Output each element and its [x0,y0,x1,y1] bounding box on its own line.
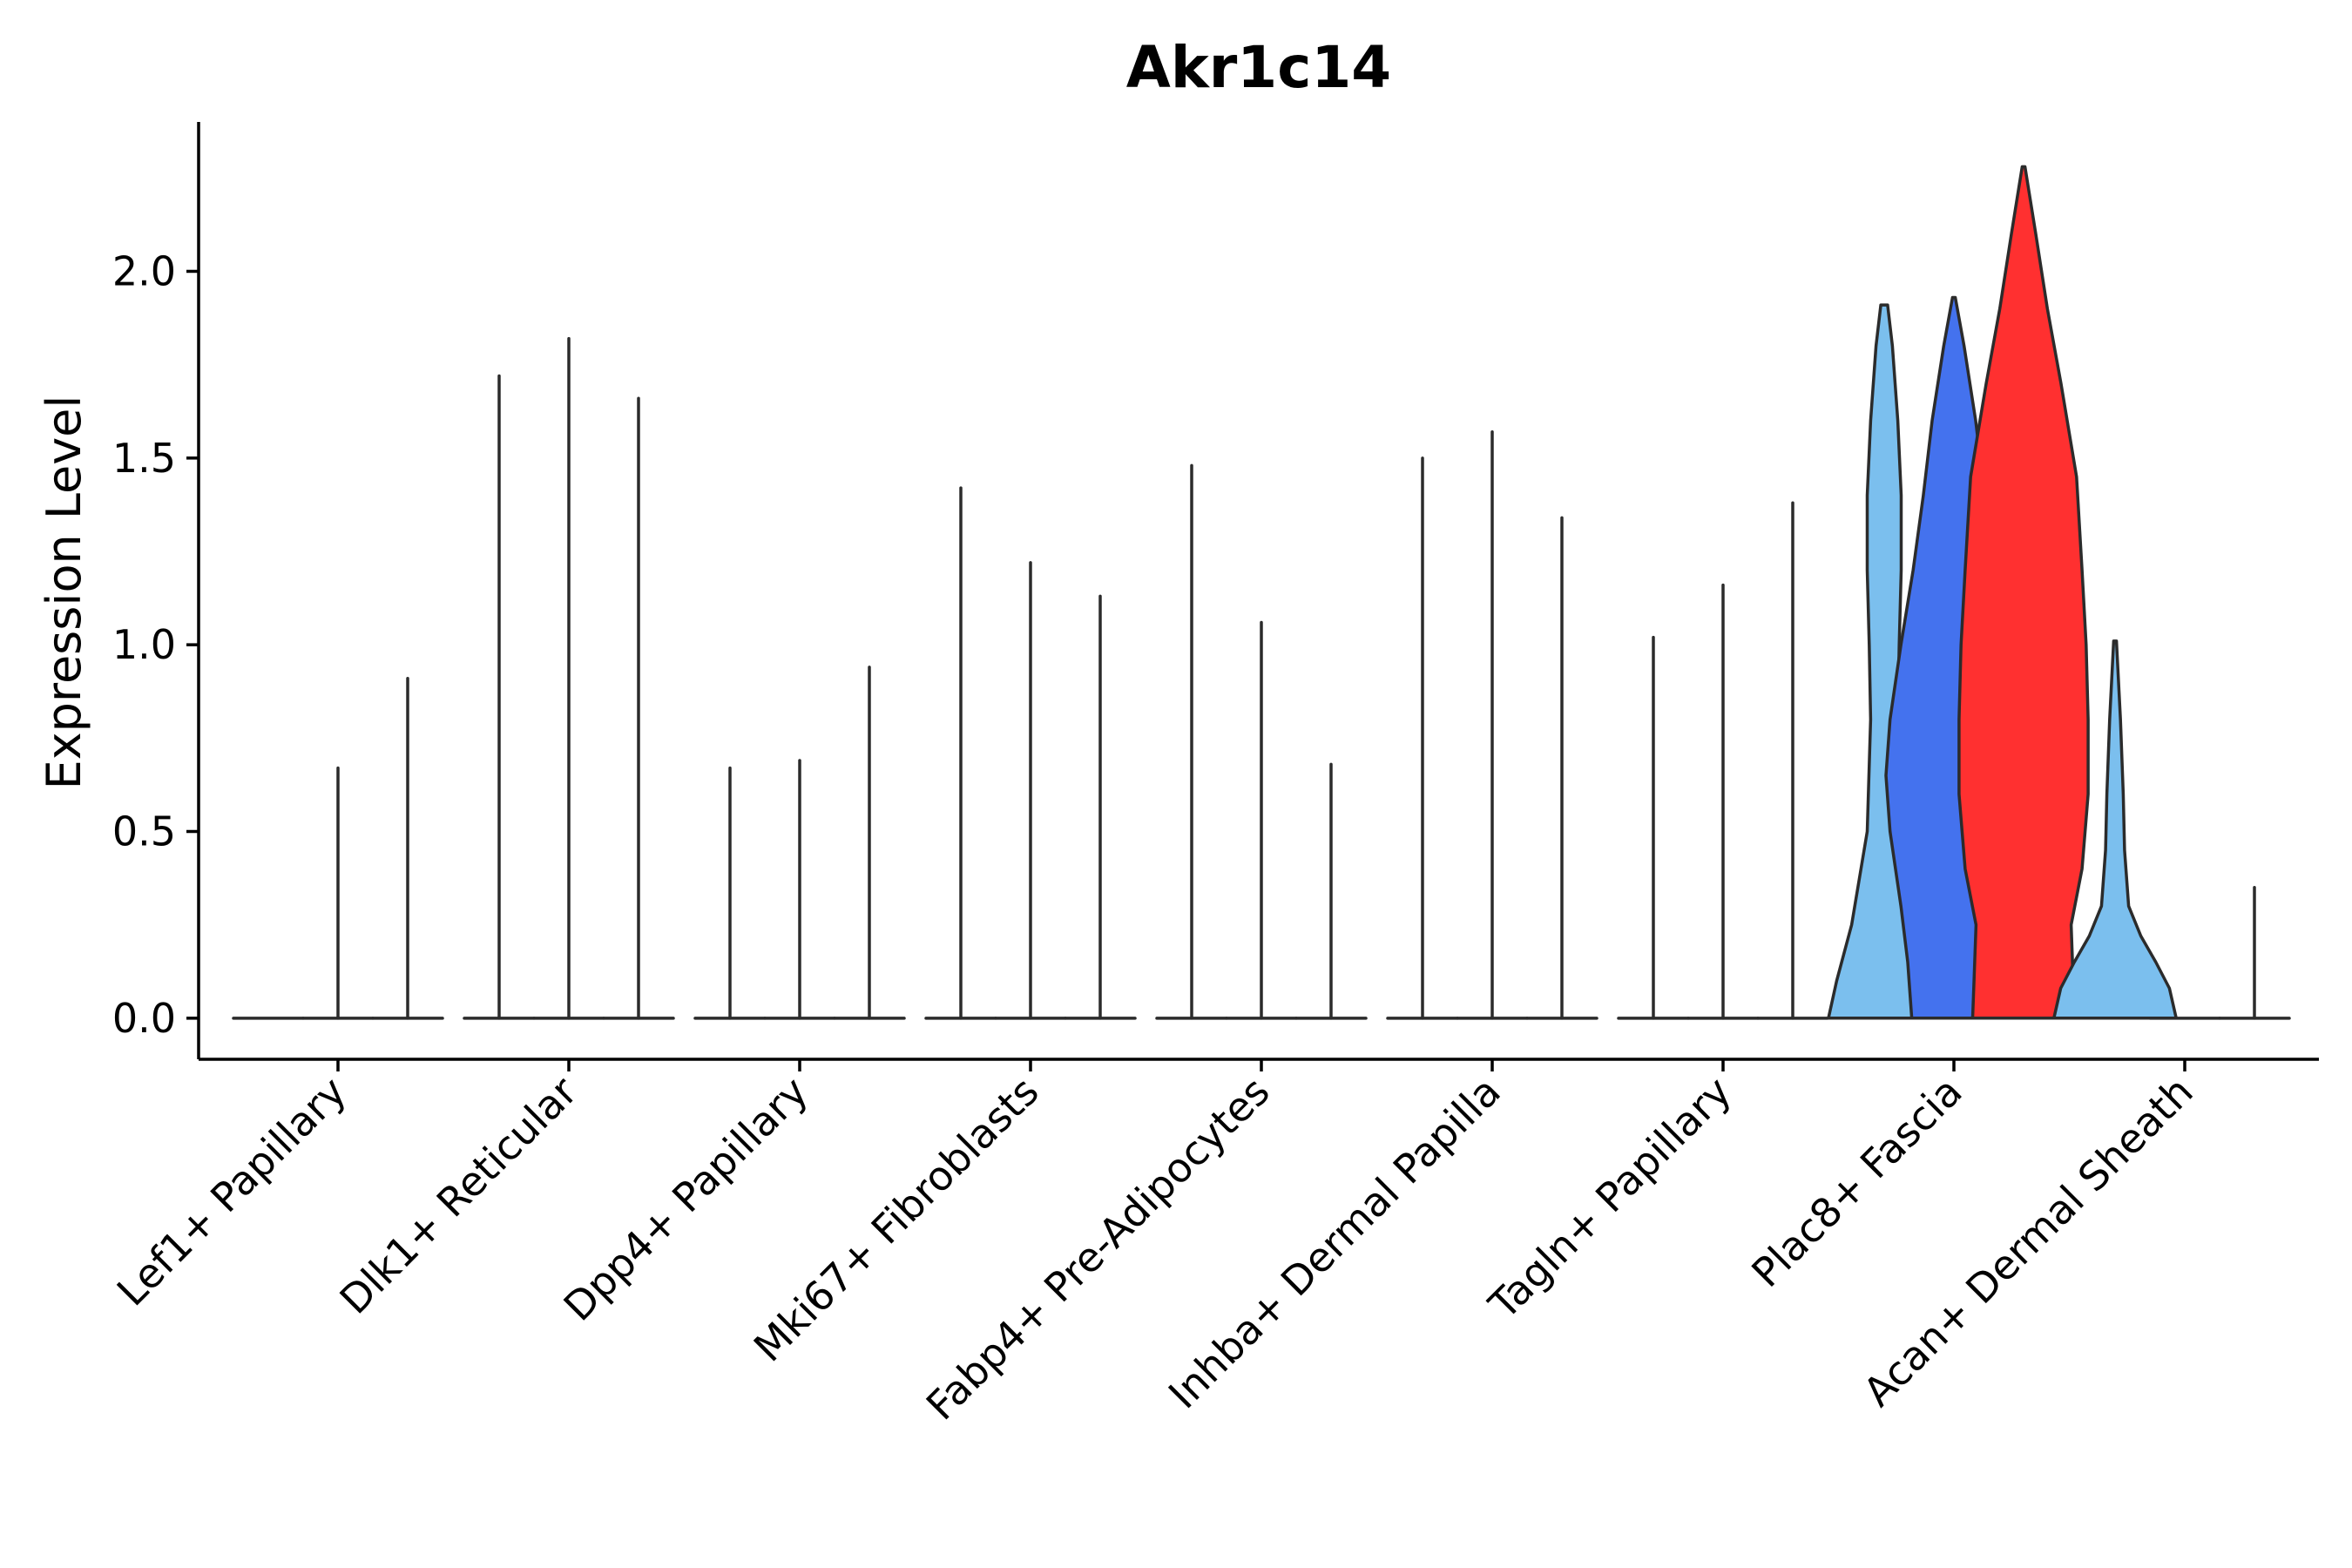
y-tick-label: 2.0 [112,247,176,294]
violin-8-0 [2052,639,2178,1020]
x-tick-label: Dpp4+ Papillary [555,1068,817,1330]
y-axis-title: Expression Level [37,395,91,790]
x-tick-label: Dlk1+ Reticular [331,1068,586,1323]
chart-title: Akr1c14 [1126,34,1391,101]
y-tick-label: 0.0 [112,995,176,1042]
x-tick-label: Plac8+ Fascia [1742,1068,1970,1296]
violin-layer [232,165,2291,1020]
y-tick-label: 1.0 [112,621,176,668]
y-tick-label: 1.5 [112,435,176,482]
x-tick-label: Lef1+ Papillary [108,1068,355,1315]
violin-7-2 [1957,165,2090,1020]
x-tick-label: Tagln+ Papillary [1479,1068,1740,1329]
y-tick-label: 0.5 [112,808,176,855]
